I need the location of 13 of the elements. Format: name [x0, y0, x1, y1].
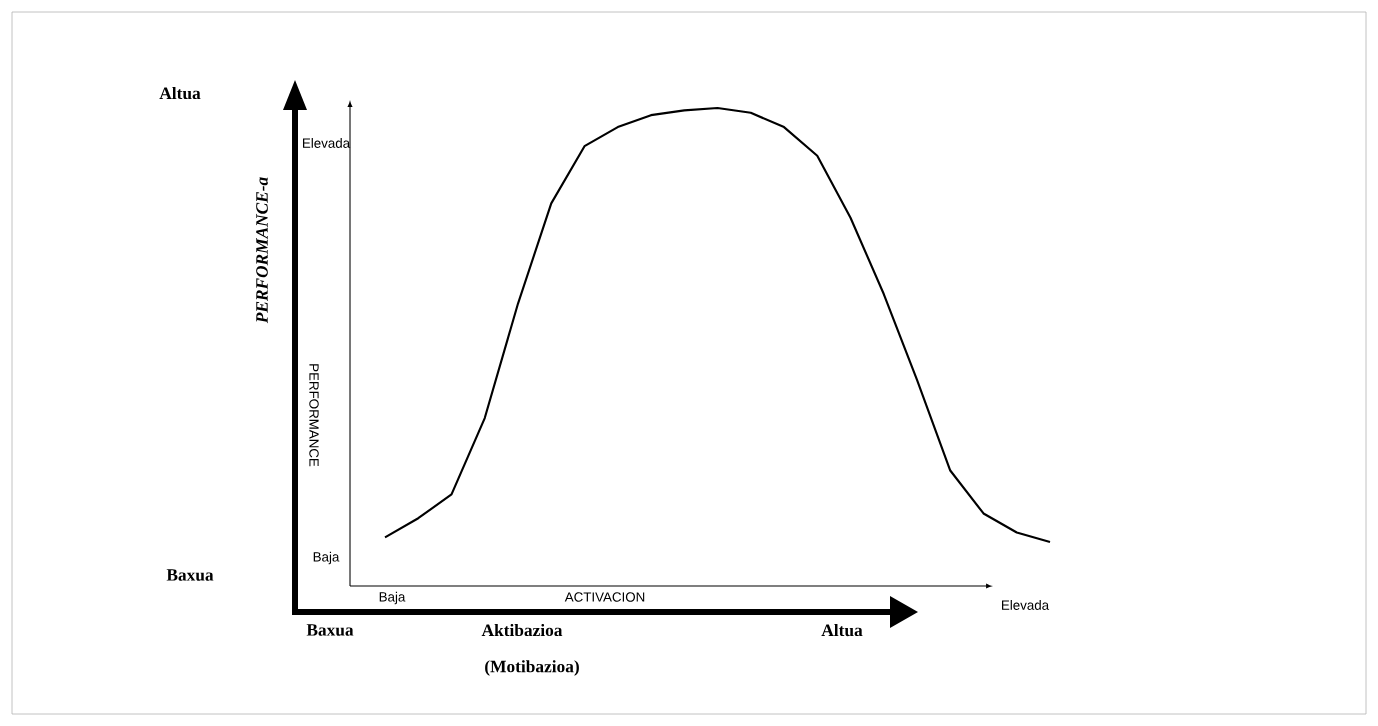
x-axis-title: ACTIVACION	[564, 592, 645, 602]
text: Aktibazioa	[481, 623, 563, 637]
text: Baja	[313, 551, 340, 565]
text: Elevada	[303, 138, 351, 148]
text: (Motibazioa)	[485, 660, 579, 676]
text: Elevada	[1002, 600, 1050, 610]
text: Altua	[159, 86, 201, 100]
text: Baja	[379, 591, 406, 605]
y-axis-title: PERFORMANCE	[309, 364, 319, 467]
text: Altua	[821, 623, 863, 637]
text: Baxua	[166, 569, 214, 581]
text: Baxua	[306, 624, 354, 636]
text: PERFORMANCE-a	[256, 177, 268, 324]
